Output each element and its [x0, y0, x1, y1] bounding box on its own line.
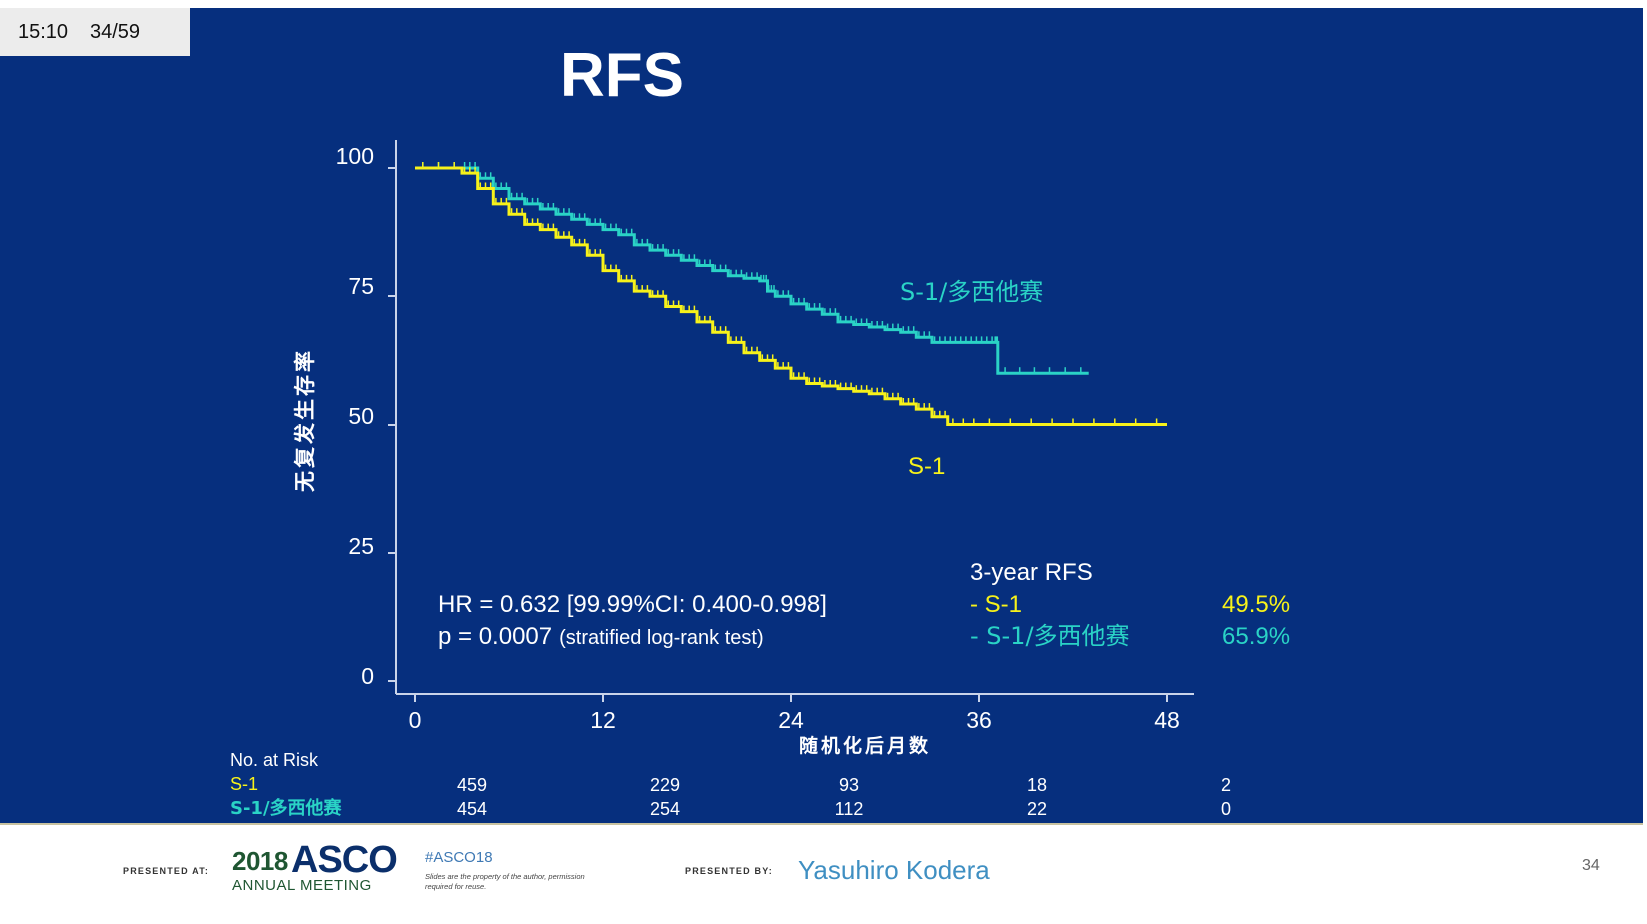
at-risk-s1d-24: 112 [835, 799, 864, 819]
y-tick-label-100: 100 [336, 143, 374, 169]
x-tick-group: 0 12 24 36 48 [409, 694, 1180, 733]
x-tick-label-12: 12 [590, 707, 616, 733]
rfs-row-s1-docetaxel-value: 65.9% [1222, 623, 1290, 650]
at-risk-s1-0: 459 [457, 775, 487, 795]
x-tick-label-48: 48 [1154, 707, 1180, 733]
curve-label-s1: S-1 [908, 453, 945, 480]
rfs-row-s1-docetaxel-label: - S-1/多西他赛 [970, 622, 1130, 650]
at-risk-s1-24: 93 [839, 775, 859, 795]
presented-at-label: PRESENTED AT: [123, 866, 210, 876]
playback-overlay: 15:10 34/59 [0, 8, 190, 56]
hr-annotation: HR = 0.632 [99.99%CI: 0.400-0.998] [438, 591, 827, 618]
asco-annual-meeting: ANNUAL MEETING [232, 877, 372, 894]
y-tick-label-25: 25 [348, 533, 374, 559]
censor-marks [422, 162, 1158, 425]
at-risk-s1-12: 229 [650, 775, 680, 795]
at-risk-values-s1: 459 229 93 18 2 [457, 775, 1231, 795]
asco-year: 2018 [232, 846, 288, 876]
at-risk-title: No. at Risk [230, 750, 319, 770]
curve-label-s1-docetaxel: S-1/多西他赛 [900, 278, 1043, 306]
at-risk-s1d-48: 0 [1221, 799, 1231, 819]
at-risk-s1d-0: 454 [457, 799, 487, 819]
x-tick-label-0: 0 [409, 707, 422, 733]
footer-divider [0, 823, 1643, 825]
at-risk-s1d-36: 22 [1027, 799, 1047, 819]
presenter-name: Yasuhiro Kodera [798, 855, 990, 885]
right-margin [1643, 0, 1647, 924]
rfs-row-s1-value: 49.5% [1222, 591, 1290, 618]
asco-logo: ASCO [291, 839, 398, 881]
slide-background [0, 8, 1643, 823]
km-curve-s1 [415, 166, 1167, 426]
at-risk-s1d-12: 254 [650, 799, 680, 819]
page-number: 34 [1582, 857, 1600, 874]
disclaimer: Slides are the property of the author, p… [425, 872, 585, 891]
p-value-note: (stratified log-rank test) [559, 627, 764, 649]
y-axis-title: 无复发生存率 [293, 348, 317, 492]
at-risk-s1-36: 18 [1027, 775, 1047, 795]
y-tick-group: 100 75 50 25 0 [336, 143, 396, 689]
y-tick-label-50: 50 [348, 403, 374, 429]
y-tick-label-75: 75 [348, 273, 374, 299]
slide-title: RFS [560, 41, 684, 110]
x-axis-title: 随机化后月数 [799, 734, 931, 757]
presented-by-label: PRESENTED BY: [685, 866, 773, 876]
p-value-main: p = 0.0007 [438, 623, 552, 650]
slide-counter: 34/59 [90, 21, 141, 43]
x-tick-label-36: 36 [966, 707, 992, 733]
at-risk-label-s1: S-1 [230, 774, 258, 794]
y-tick-label-0: 0 [361, 663, 374, 689]
playback-time: 15:10 [18, 21, 69, 43]
at-risk-values-s1-docetaxel: 454 254 112 22 0 [457, 799, 1231, 819]
hashtag: #ASCO18 [425, 849, 493, 866]
at-risk-s1-48: 2 [1221, 775, 1231, 795]
at-risk-label-s1-docetaxel: S-1/多西他赛 [230, 797, 343, 819]
p-value-annotation: p = 0.0007 (stratified log-rank test) [438, 623, 764, 650]
rfs-row-s1-label: - S-1 [970, 591, 1022, 618]
x-tick-label-24: 24 [778, 707, 804, 733]
rfs-table-title: 3-year RFS [970, 559, 1093, 586]
